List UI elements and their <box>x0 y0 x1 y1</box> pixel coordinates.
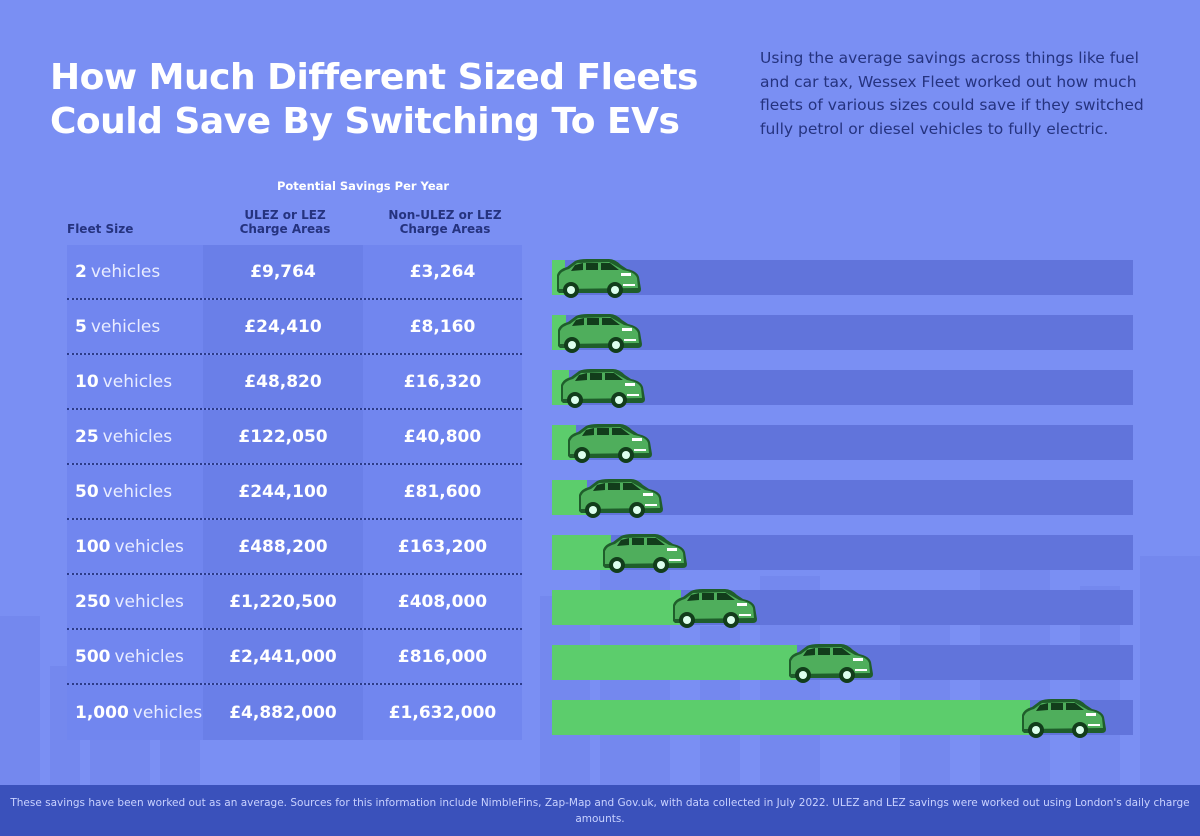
fleet-size-header: Fleet Size <box>67 222 134 236</box>
car-icon <box>599 532 689 574</box>
fleet-size-value: 10 <box>75 371 99 392</box>
fleet-size-unit: vehicles <box>114 591 184 612</box>
bar-fill <box>552 590 681 625</box>
car-icon <box>575 477 665 519</box>
fleet-size-unit: vehicles <box>102 481 173 502</box>
fleet-size-value: 5 <box>75 316 87 337</box>
bar-row <box>552 520 1133 575</box>
ulez-saving-cell: £2,441,000 <box>203 630 363 683</box>
ulez-header: ULEZ or LEZ Charge Areas <box>239 208 331 236</box>
page-title: How Much Different Sized Fleets Could Sa… <box>50 57 698 142</box>
car-icon <box>785 642 875 684</box>
bar-track <box>552 370 1133 405</box>
table-row: 100 vehicles £488,200 £163,200 <box>67 520 522 575</box>
table-row: 10 vehicles £48,820 £16,320 <box>67 355 522 410</box>
fleet-size-value: 500 <box>75 646 111 667</box>
fleet-size-unit: vehicles <box>102 426 173 447</box>
ulez-saving-cell: £24,410 <box>203 300 363 353</box>
ulez-saving-cell: £1,220,500 <box>203 575 363 628</box>
bar-row <box>552 245 1133 300</box>
non-ulez-saving-cell: £8,160 <box>363 300 522 353</box>
fleet-size-cell: 10 vehicles <box>67 355 203 408</box>
bar-row <box>552 685 1133 740</box>
intro-text: Using the average savings across things … <box>760 49 1144 138</box>
non-ulez-saving-cell: £408,000 <box>363 575 522 628</box>
savings-header: Potential Savings Per Year <box>276 179 450 193</box>
ulez-saving-cell: £48,820 <box>203 355 363 408</box>
car-icon <box>564 422 654 464</box>
ulez-saving-cell: £4,882,000 <box>203 685 363 740</box>
ulez-saving-cell: £9,764 <box>203 245 363 298</box>
non-ulez-saving-cell: £16,320 <box>363 355 522 408</box>
table-row: 250 vehicles £1,220,500 £408,000 <box>67 575 522 630</box>
bar-row <box>552 410 1133 465</box>
table-row: 25 vehicles £122,050 £40,800 <box>67 410 522 465</box>
bar-row <box>552 575 1133 630</box>
car-icon <box>557 367 647 409</box>
fleet-size-value: 250 <box>75 591 111 612</box>
bar-row <box>552 355 1133 410</box>
bar-fill <box>552 700 1030 735</box>
table-row: 500 vehicles £2,441,000 £816,000 <box>67 630 522 685</box>
fleet-size-value: 1,000 <box>75 702 129 723</box>
bar-fill <box>552 645 797 680</box>
fleet-size-cell: 2 vehicles <box>67 245 203 298</box>
fleet-size-cell: 50 vehicles <box>67 465 203 518</box>
non-ulez-saving-cell: £1,632,000 <box>363 685 522 740</box>
table-row: 2 vehicles £9,764 £3,264 <box>67 245 522 300</box>
table-row: 1,000 vehicles £4,882,000 £1,632,000 <box>67 685 522 740</box>
fleet-size-value: 100 <box>75 536 111 557</box>
fleet-size-value: 2 <box>75 261 87 282</box>
bar-track <box>552 260 1133 295</box>
car-icon <box>1018 697 1108 739</box>
ulez-saving-cell: £122,050 <box>203 410 363 463</box>
car-icon <box>554 312 644 354</box>
fleet-size-unit: vehicles <box>114 646 184 667</box>
fleet-size-unit: vehicles <box>102 371 173 392</box>
bar-fill <box>552 535 611 570</box>
footer-note: These savings have been worked out as an… <box>0 785 1200 836</box>
table-row: 5 vehicles £24,410 £8,160 <box>67 300 522 355</box>
bar-row <box>552 465 1133 520</box>
fleet-size-cell: 100 vehicles <box>67 520 203 573</box>
fleet-size-unit: vehicles <box>90 261 161 282</box>
bar-row <box>552 630 1133 685</box>
non-ulez-saving-cell: £163,200 <box>363 520 522 573</box>
fleet-size-cell: 500 vehicles <box>67 630 203 683</box>
fleet-size-unit: vehicles <box>114 536 184 557</box>
fleet-size-cell: 250 vehicles <box>67 575 203 628</box>
bar-track <box>552 315 1133 350</box>
ulez-saving-cell: £488,200 <box>203 520 363 573</box>
non-ulez-saving-cell: £40,800 <box>363 410 522 463</box>
fleet-size-value: 25 <box>75 426 99 447</box>
car-icon <box>669 587 759 629</box>
bar-row <box>552 300 1133 355</box>
ulez-saving-cell: £244,100 <box>203 465 363 518</box>
table-row: 50 vehicles £244,100 £81,600 <box>67 465 522 520</box>
fleet-size-unit: vehicles <box>132 702 203 723</box>
fleet-size-unit: vehicles <box>90 316 161 337</box>
fleet-size-cell: 5 vehicles <box>67 300 203 353</box>
fleet-size-cell: 1,000 vehicles <box>67 685 203 740</box>
fleet-bar-chart <box>552 245 1133 740</box>
non-ulez-saving-cell: £3,264 <box>363 245 522 298</box>
non-ulez-saving-cell: £81,600 <box>363 465 522 518</box>
non-ulez-header: Non-ULEZ or LEZ Charge Areas <box>388 208 502 236</box>
savings-table: 2 vehicles £9,764 £3,264 5 vehicles £24,410… <box>67 245 522 740</box>
fleet-size-cell: 25 vehicles <box>67 410 203 463</box>
non-ulez-saving-cell: £816,000 <box>363 630 522 683</box>
fleet-size-value: 50 <box>75 481 99 502</box>
car-icon <box>553 257 643 299</box>
